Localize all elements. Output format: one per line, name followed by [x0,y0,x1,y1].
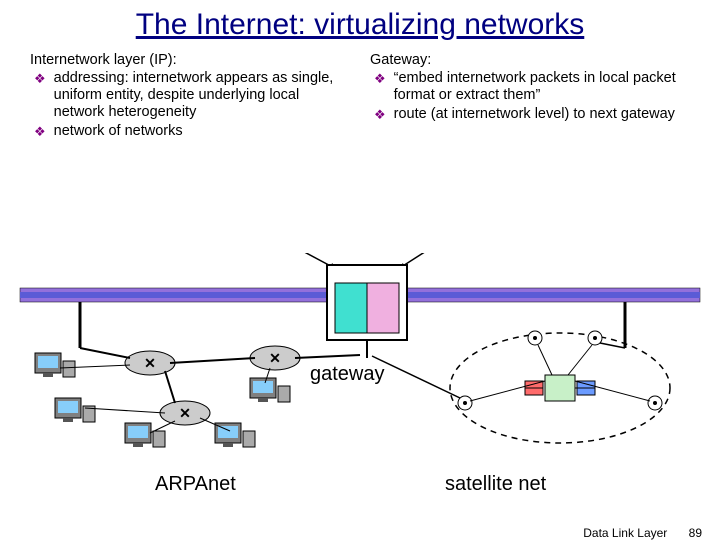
left-column: Internetwork layer (IP): ❖ addressing: i… [30,52,350,141]
left-heading: Internetwork layer (IP): [30,52,350,68]
svg-text:✕: ✕ [269,350,281,366]
arpanet-cluster: ✕ ✕ ✕ [35,346,360,447]
bullet-icon: ❖ [34,70,46,88]
gateway-label: gateway [310,363,385,386]
text-columns: Internetwork layer (IP): ❖ addressing: i… [0,52,720,141]
right-heading: Gateway: [370,52,690,68]
bullet-icon: ❖ [374,70,386,88]
bullet-text: “embed internetwork packets in local pac… [394,70,690,104]
bullet-text: route (at internetwork level) to next ga… [394,106,690,123]
satnet-label: satellite net [445,473,546,496]
bullet-text: network of networks [54,123,350,140]
right-bullet-2: ❖ route (at internetwork level) to next … [370,106,690,124]
svg-text:✕: ✕ [144,355,156,371]
right-column: Gateway: ❖ “embed internetwork packets i… [370,52,690,141]
svg-text:✕: ✕ [179,405,191,421]
arpanet-label: ARPAnet [155,473,236,496]
left-bullet-1: ❖ addressing: internetwork appears as si… [30,70,350,121]
footer-section: Data Link Layer [583,526,667,540]
page-title: The Internet: virtualizing networks [0,8,720,42]
bullet-icon: ❖ [34,123,46,141]
right-bullet-1: ❖ “embed internetwork packets in local p… [370,70,690,104]
bullet-icon: ❖ [374,106,386,124]
slide-footer: Data Link Layer 89 [583,526,702,540]
bullet-text: addressing: internetwork appears as sing… [54,70,350,121]
footer-page: 89 [689,526,702,540]
left-bullet-2: ❖ network of networks [30,123,350,141]
